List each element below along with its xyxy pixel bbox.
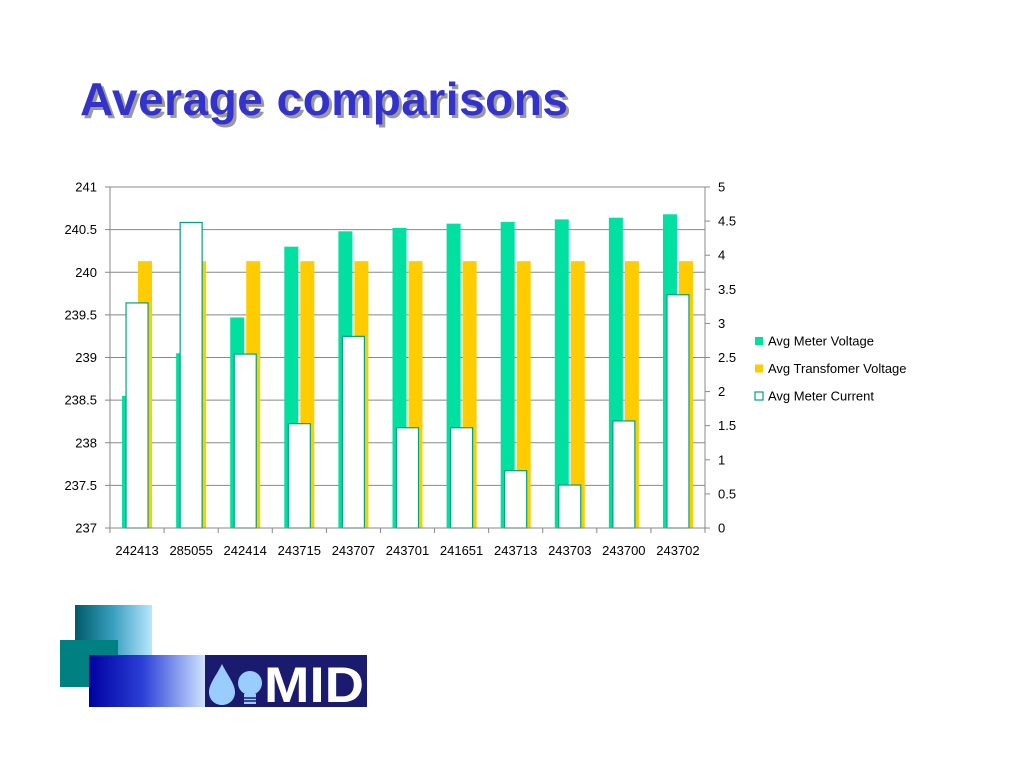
x-axis-tick-label: 243703 [548,543,591,558]
x-axis-tick-label: 243700 [602,543,645,558]
mid-logo: MID [60,605,367,713]
x-axis-tick-label: 243702 [656,543,699,558]
left-axis-tick-label: 238.5 [64,393,97,408]
right-axis-tick-label: 2 [718,384,725,399]
bar-avg-meter-current [558,484,582,529]
bar-avg-meter-current [666,294,690,529]
x-axis-tick-label: 242413 [115,543,158,558]
right-axis-tick-label: 4 [718,248,725,263]
legend-swatch [755,337,763,345]
right-axis-tick-label: 5 [718,180,725,195]
light-bulb-icon [238,671,262,695]
left-axis-tick-label: 240.5 [64,222,97,237]
right-axis-ticks: 0 0.5 1 1.5 2 2.5 3 3.5 4 4.5 5 [718,180,736,536]
right-axis-tick-label: 1.5 [718,418,736,433]
x-axis-tick-label: 243713 [494,543,537,558]
x-axis-tick-label: 243707 [332,543,375,558]
chart-axes [105,186,710,533]
logo-blue-gradient-block [89,655,207,707]
x-axis-tick-label: 241651 [440,543,483,558]
left-axis-tick-label: 240 [75,265,97,280]
right-axis-tick-label: 1 [718,452,725,467]
x-axis-tick-label: 243701 [386,543,429,558]
bar-avg-transformer-voltage [516,261,531,528]
bar-avg-meter-current [449,427,474,529]
right-axis-tick-label: 3.5 [718,282,736,297]
x-axis-tick-label: 285055 [169,543,212,558]
bar-avg-meter-voltage [554,219,569,528]
legend-entry: Avg Meter Current [768,389,874,404]
left-axis-tick-label: 241 [75,180,97,195]
legend-swatch [755,364,763,373]
x-axis-ticks: 242413 285055 242414 243715 243707 243701 2416… [115,543,699,558]
logo-text: MID [264,657,364,713]
right-axis-tick-label: 0.5 [718,486,736,501]
left-axis-tick-label: 238 [75,435,97,450]
bar-avg-meter-voltage [500,221,515,528]
legend-swatch [754,391,764,401]
x-axis-tick-label: 243715 [278,543,321,558]
right-axis-tick-label: 3 [718,316,725,331]
slide-title: Average comparisons [80,73,569,125]
chart-bars [122,214,693,529]
bar-avg-transformer-voltage [570,261,585,528]
bar-avg-meter-current [504,470,528,529]
left-axis-ticks: 237 237.5 238 238.5 239 239.5 240 240.5 241 [64,180,97,536]
chart-legend: Avg Meter Voltage Avg Transfomer Voltage A… [754,334,907,404]
left-axis-tick-label: 239.5 [64,307,97,322]
bar-avg-meter-current [612,420,636,529]
left-axis-tick-label: 237.5 [64,478,97,493]
water-drop-icon [209,664,235,705]
right-axis-tick-label: 2.5 [718,350,736,365]
right-axis-tick-label: 4.5 [718,214,736,229]
right-axis-tick-label: 0 [718,521,725,536]
legend-entry: Avg Meter Voltage [768,334,874,349]
logo-mark [205,655,367,707]
left-axis-tick-label: 237 [75,521,97,536]
x-axis-tick-label: 242414 [224,543,267,558]
left-axis-tick-label: 239 [75,350,97,365]
legend-entry: Avg Transfomer Voltage [768,361,907,376]
